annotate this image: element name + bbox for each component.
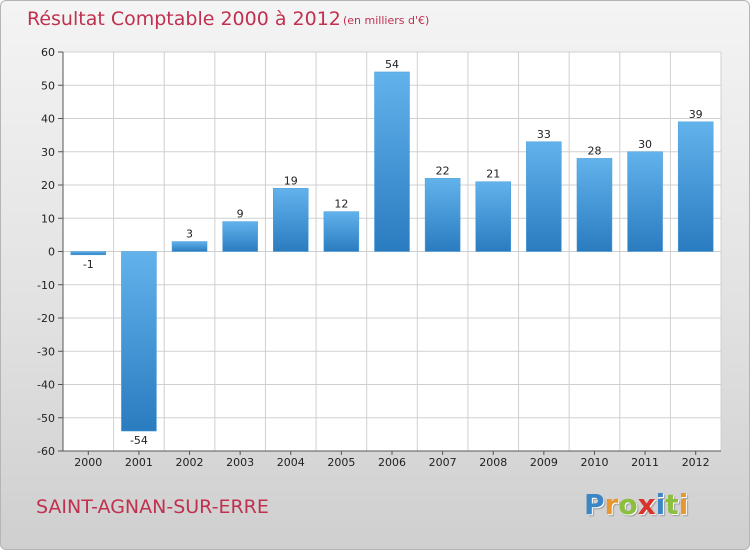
y-tick-label: 20 xyxy=(41,179,55,192)
y-tick-label: -20 xyxy=(37,312,55,325)
bar xyxy=(627,151,663,252)
x-tick-label: 2009 xyxy=(530,456,558,469)
y-tick-label: 30 xyxy=(41,146,55,159)
x-tick-label: 2003 xyxy=(226,456,254,469)
logo-letter: P xyxy=(584,488,605,521)
logo-letter: r xyxy=(604,488,619,521)
x-tick-label: 2010 xyxy=(580,456,608,469)
y-tick-label: 50 xyxy=(41,79,55,92)
x-tick-label: 2001 xyxy=(125,456,153,469)
x-tick-label: 2002 xyxy=(176,456,204,469)
data-label: 19 xyxy=(284,174,298,187)
data-label: -54 xyxy=(130,434,148,447)
data-label: 21 xyxy=(486,168,500,181)
data-label: -1 xyxy=(83,258,94,271)
y-tick-label: -30 xyxy=(37,345,55,358)
y-tick-label: 40 xyxy=(41,113,55,126)
bar xyxy=(70,251,107,256)
x-tick-label: 2000 xyxy=(74,456,102,469)
y-tick-label: 60 xyxy=(41,46,55,59)
y-tick-label: -10 xyxy=(37,279,55,292)
data-label: 54 xyxy=(385,58,399,71)
data-label: 22 xyxy=(436,164,450,177)
bar xyxy=(677,121,714,252)
data-label: 3 xyxy=(186,228,193,241)
y-tick-label: -60 xyxy=(37,445,55,458)
x-tick-label: 2005 xyxy=(327,456,355,469)
bar xyxy=(424,178,461,252)
bar xyxy=(273,188,309,252)
data-label: 33 xyxy=(537,128,551,141)
x-tick-label: 2006 xyxy=(378,456,406,469)
x-tick-label: 2004 xyxy=(277,456,305,469)
commune-name: SAINT-AGNAN-SUR-ERRE xyxy=(36,496,269,518)
y-tick-label: 0 xyxy=(48,246,55,259)
chart-title: Résultat Comptable 2000 à 2012 xyxy=(27,8,341,30)
data-label: 39 xyxy=(689,108,703,121)
data-label: 30 xyxy=(638,138,652,151)
bar xyxy=(576,158,613,252)
logo-letter: i xyxy=(655,488,666,521)
data-label: 9 xyxy=(237,208,244,221)
y-tick-label: -50 xyxy=(37,412,55,425)
x-tick-label: 2007 xyxy=(429,456,457,469)
x-tick-label: 2011 xyxy=(631,456,659,469)
logo-letter: x xyxy=(637,488,656,521)
data-label: 28 xyxy=(587,144,601,157)
y-tick-label: -40 xyxy=(37,379,55,392)
proxiti-logo[interactable]: Proxiti xyxy=(584,488,688,521)
bar xyxy=(121,251,157,432)
x-tick-label: 2012 xyxy=(682,456,710,469)
logo-letter: t xyxy=(665,488,679,521)
bar xyxy=(526,141,562,252)
logo-letter: i xyxy=(678,488,689,521)
x-tick-label: 2008 xyxy=(479,456,507,469)
chart-subtitle: (en milliers d'€) xyxy=(343,14,430,27)
data-label: 12 xyxy=(334,198,348,211)
bar xyxy=(171,241,208,252)
bar xyxy=(475,181,511,252)
bar xyxy=(222,221,258,252)
bar xyxy=(323,211,360,252)
logo-letter: o xyxy=(618,488,638,521)
bar xyxy=(374,71,410,252)
y-tick-label: 10 xyxy=(41,212,55,225)
